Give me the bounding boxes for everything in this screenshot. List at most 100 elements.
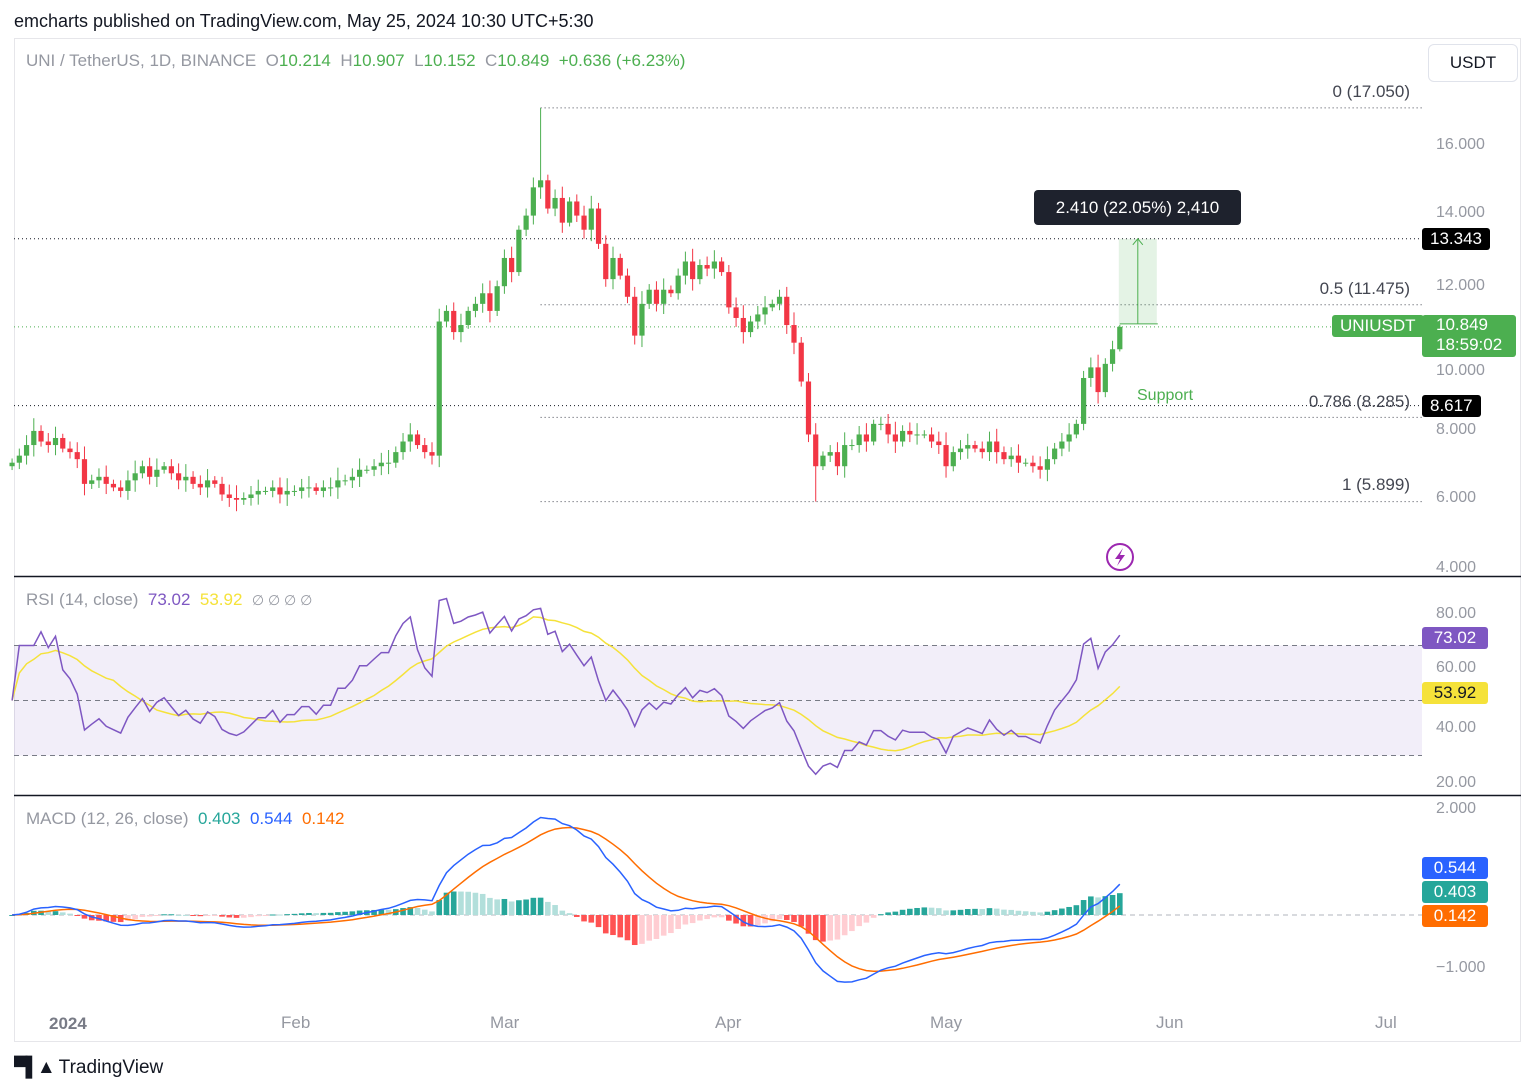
hline-price-tag: 13.343 [1422,228,1490,250]
candle-body [928,434,935,442]
macd-histogram-bar [139,915,146,917]
candle-body [494,286,500,311]
candle-body [31,430,37,446]
candle-body [545,180,551,209]
candle-body [328,487,334,489]
fib-label: 0.5 (11.475) [1319,279,1410,298]
candle-body [1109,349,1116,364]
macd-histogram-bar [81,915,88,919]
fib-label: 0 (17.050) [1332,82,1411,101]
macd-histogram-bar [1059,908,1065,915]
candle-body [566,201,573,223]
candle-body [154,469,160,477]
macd-histogram-bar [718,915,725,918]
macd-histogram-bar [885,912,891,915]
candle-body [885,423,891,435]
macd-signal-value: 0.142 [301,809,345,828]
candle-body [588,208,594,230]
macd-histogram-bar [443,892,450,915]
candle-body [1117,326,1123,350]
candle-body [603,243,609,280]
macd-histogram-bar [559,910,566,915]
candle-body [776,296,783,304]
macd-histogram-bar [602,915,609,934]
macd-histogram-bar [494,899,500,915]
price-tick: 16.000 [1436,136,1485,153]
rsi-ma-tag: 53.92 [1422,682,1488,704]
candle-body [291,490,298,492]
price-tick: 14.000 [1436,204,1485,221]
candle-body [357,469,363,477]
currency-button[interactable]: USDT [1428,44,1518,82]
candle-body [1001,452,1007,460]
candle-body [704,265,710,269]
candle-body [204,480,211,488]
macd-histogram-bar [190,915,196,916]
candle-body [957,448,964,453]
macd-histogram-bar [342,911,348,915]
candle-body [480,293,486,304]
macd-histogram-bar [277,914,283,916]
candle-body [1008,455,1014,460]
macd-histogram-bar [921,907,928,915]
macd-histogram-bar [755,915,761,926]
candle-body [516,229,522,273]
price-tick: 10.000 [1436,362,1485,379]
macd-histogram-bar [284,914,290,916]
macd-histogram-bar [516,900,522,915]
macd-histogram-bar [972,908,978,915]
macd-histogram-bar [9,915,15,916]
candle-body [472,303,479,311]
macd-histogram-bar [726,915,732,921]
macd-histogram-bar [1001,909,1007,915]
macd-histogram-bar [226,915,233,918]
candle-body [147,466,153,477]
macd-histogram-bar [450,891,457,915]
candle-body [378,462,384,467]
candle-body [212,480,218,484]
candle-body [443,310,450,322]
macd-histogram-bar [306,912,312,915]
symbol-name: UNI / TetherUS, 1D, BINANCE [26,51,257,70]
macd-histogram-bar [240,915,247,918]
candle-body [769,303,775,308]
candle-body [624,275,631,297]
macd-histogram-bar [841,915,848,936]
macd-histogram-bar [255,915,262,917]
macd-histogram-bar [262,915,269,916]
candle-body [711,261,717,269]
macd-histogram-bar [436,899,443,915]
candle-body [747,321,754,333]
macd-histogram-bar [537,897,544,915]
macd-histogram-bar [269,914,276,916]
rsi-tick: 20.00 [1436,774,1477,791]
macd-histogram-bar [791,915,797,922]
macd-histogram-bar [928,907,935,915]
low-label: L [414,51,424,70]
macd-histogram-bar [914,907,920,915]
rsi-ma-value: 53.92 [199,590,243,609]
candle-body [856,434,862,446]
macd-histogram-bar [646,915,652,941]
symbol-tag: UNIUSDT [1332,315,1424,337]
candle-body [661,289,667,304]
candle-body [320,487,326,491]
candle-body [1030,462,1036,467]
macd-line [12,816,1121,983]
candle-body [892,434,898,442]
macd-histogram-bar [682,915,689,925]
candle-body [1102,363,1108,393]
candle-body [530,187,536,216]
rsi-legend: RSI (14, close) 73.02 53.92 ∅ ∅ ∅ ∅ [26,590,312,610]
macd-histogram-bar [776,915,783,920]
tradingview-logo-icon: ▀▌▲ [14,1057,56,1078]
macd-histogram-bar [523,899,529,915]
candle-body [538,180,544,188]
macd-histogram-bar [487,897,493,915]
candle-body [965,445,971,449]
macd-histogram-bar [1102,896,1109,915]
last-price: 10.849 [1436,315,1488,334]
tradingview-logo[interactable]: ▀▌▲ TradingView [14,1057,163,1079]
